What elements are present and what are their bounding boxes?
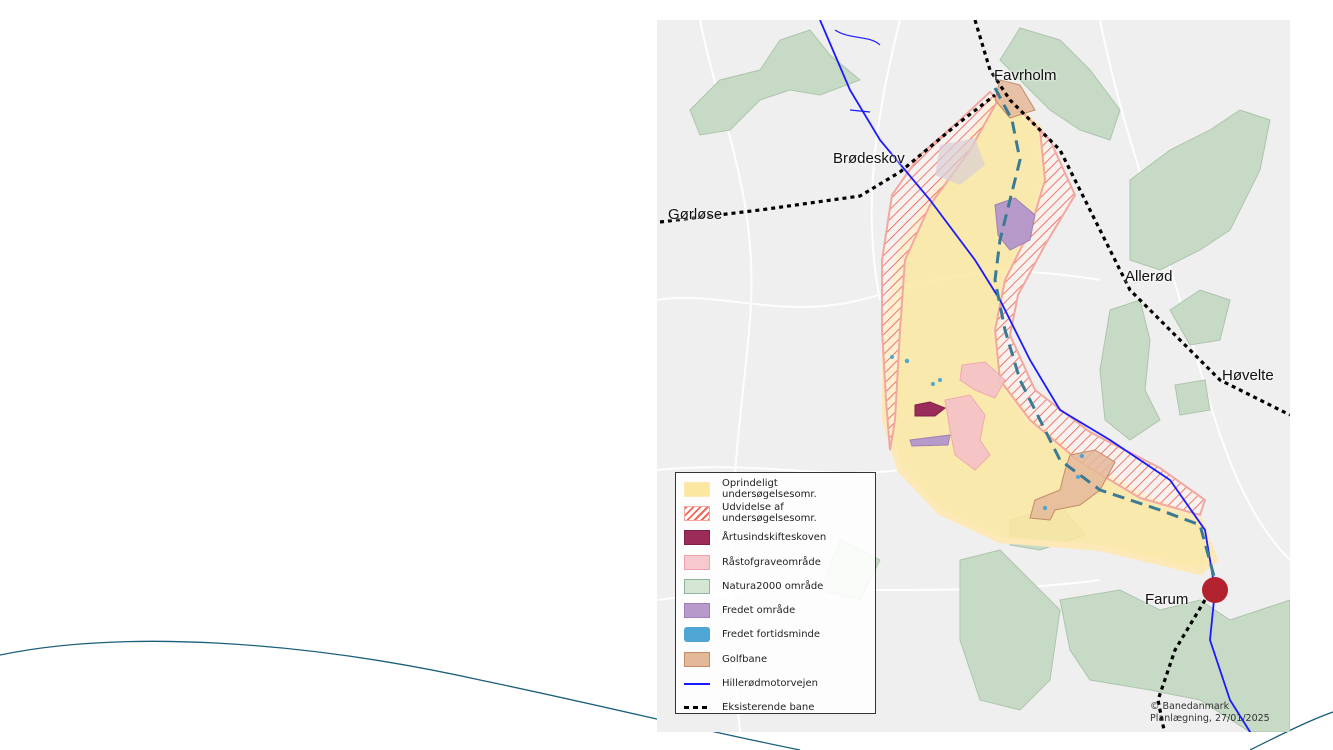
legend-item: Eksisterende bane xyxy=(684,696,875,720)
legend-label: Fredet fortidsminde xyxy=(722,629,821,641)
town-label-gorlose: Gørløse xyxy=(668,206,723,223)
legend-item: Årtusindskifteskoven xyxy=(684,526,875,550)
proposed-route xyxy=(993,87,1217,581)
decorative-swoosh-right xyxy=(1249,711,1333,750)
town-label-favrholm: Favrholm xyxy=(994,67,1057,84)
legend-item: Oprindeligt undersøgelsesomr. xyxy=(684,477,875,501)
rail-line-west xyxy=(659,93,996,224)
legend-item: Fredet fortidsminde xyxy=(684,623,875,647)
legend-label: Oprindeligt undersøgelsesomr. xyxy=(722,478,817,501)
swatch-green xyxy=(684,578,710,594)
legend-item: Råstofgraveområde xyxy=(684,550,875,574)
credit-line-2: Planlægning, 27/01/2025 xyxy=(1150,713,1270,724)
legend-item: Udvidelse af undersøgelsesomr. xyxy=(684,501,875,525)
motorway-line xyxy=(819,20,1252,732)
legend-label: Natura2000 område xyxy=(722,580,824,592)
swatch-dashed-line xyxy=(684,706,710,710)
legend-label: Golfbane xyxy=(722,653,768,665)
rail-line-north xyxy=(973,20,1290,417)
town-label-farum: Farum xyxy=(1145,591,1189,608)
swatch-tan xyxy=(684,651,710,667)
legend-label: Råstofgraveområde xyxy=(722,556,821,568)
swatch-pink xyxy=(684,554,710,570)
legend-item: Hillerødmotorvejen xyxy=(684,671,875,695)
legend-label: Eksisterende bane xyxy=(722,702,815,714)
legend-label: Fredet område xyxy=(722,605,796,617)
map-legend: Oprindeligt undersøgelsesomr. Udvidelse … xyxy=(675,472,876,714)
legend-label: Årtusindskifteskoven xyxy=(722,532,827,544)
swatch-hatch xyxy=(684,505,710,521)
town-label-brodeskov: Brødeskov xyxy=(833,150,905,167)
legend-label: Udvidelse af undersøgelsesomr. xyxy=(722,502,817,525)
swatch-purple xyxy=(684,603,710,619)
swatch-blue xyxy=(684,627,710,643)
swatch-maroon xyxy=(684,530,710,546)
rail-line-south xyxy=(1156,599,1207,732)
legend-label: Hillerødmotorvejen xyxy=(722,678,818,690)
map-credit: © Banedanmark Planlægning, 27/01/2025 xyxy=(1150,701,1270,725)
legend-item: Fredet område xyxy=(684,598,875,622)
swatch-blue-line xyxy=(684,682,710,685)
town-label-hovelte: Høvelte xyxy=(1222,367,1274,384)
farum-station-marker xyxy=(1202,577,1228,603)
credit-line-1: © Banedanmark xyxy=(1150,701,1230,712)
legend-item: Natura2000 område xyxy=(684,574,875,598)
swatch-yellow xyxy=(684,481,710,497)
legend-item: Golfbane xyxy=(684,647,875,671)
town-label-allerod: Allerød xyxy=(1125,268,1173,285)
extension-area-east xyxy=(993,94,1207,517)
